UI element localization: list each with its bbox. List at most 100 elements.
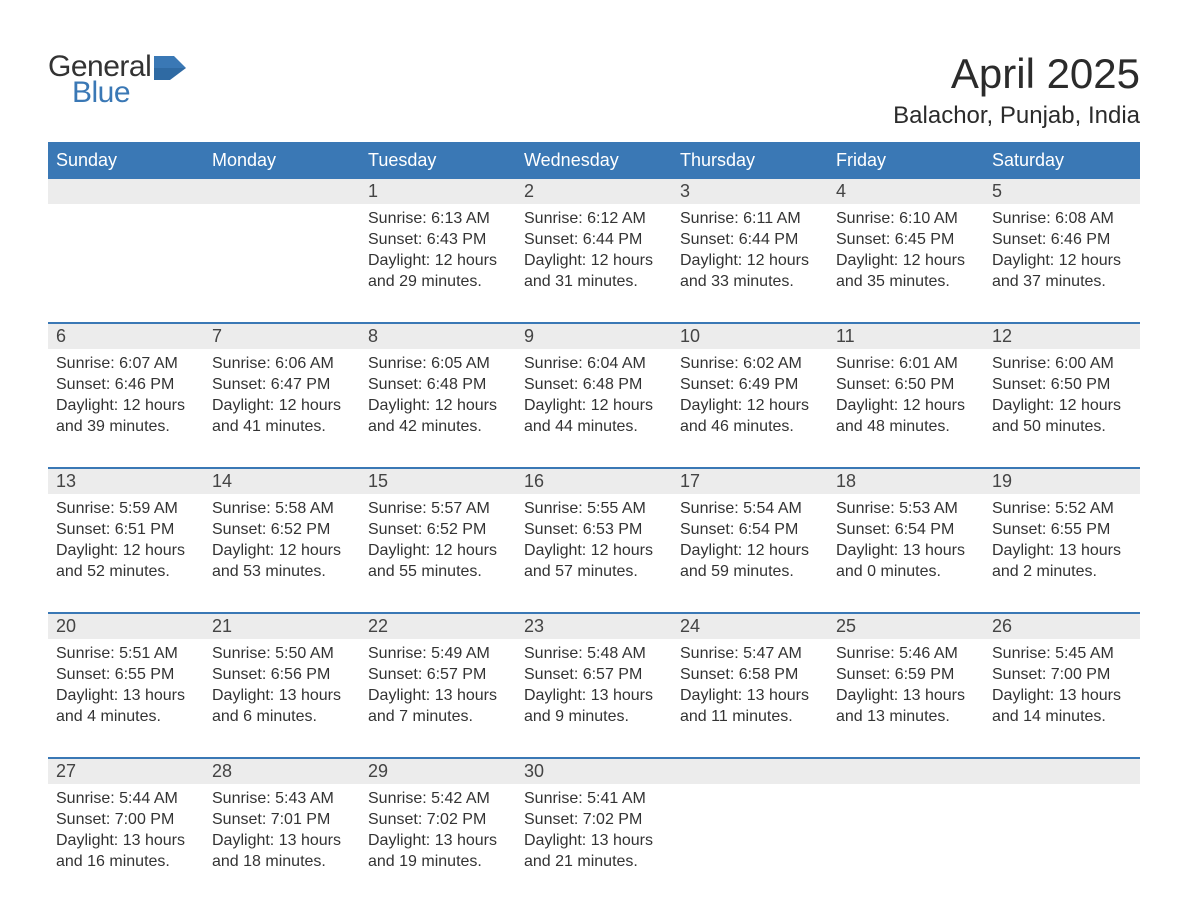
day-number xyxy=(48,179,204,204)
dow-cell: Thursday xyxy=(672,144,828,177)
calendar: SundayMondayTuesdayWednesdayThursdayFrid… xyxy=(48,142,1140,874)
day-cell: Sunrise: 6:10 AMSunset: 6:45 PMDaylight:… xyxy=(828,204,984,294)
day-cell: Sunrise: 5:45 AMSunset: 7:00 PMDaylight:… xyxy=(984,639,1140,729)
day-d2: and 29 minutes. xyxy=(368,271,508,292)
day-d1: Daylight: 12 hours xyxy=(992,250,1132,271)
day-ss: Sunset: 6:51 PM xyxy=(56,519,196,540)
day-d2: and 50 minutes. xyxy=(992,416,1132,437)
day-ss: Sunset: 6:53 PM xyxy=(524,519,664,540)
day-sr: Sunrise: 6:04 AM xyxy=(524,353,664,374)
day-number: 11 xyxy=(828,324,984,349)
day-d2: and 55 minutes. xyxy=(368,561,508,582)
day-cell: Sunrise: 5:55 AMSunset: 6:53 PMDaylight:… xyxy=(516,494,672,584)
day-ss: Sunset: 6:46 PM xyxy=(56,374,196,395)
day-number: 18 xyxy=(828,469,984,494)
day-ss: Sunset: 6:52 PM xyxy=(212,519,352,540)
day-cell: Sunrise: 5:51 AMSunset: 6:55 PMDaylight:… xyxy=(48,639,204,729)
day-d1: Daylight: 13 hours xyxy=(368,830,508,851)
day-number: 17 xyxy=(672,469,828,494)
day-d1: Daylight: 12 hours xyxy=(680,540,820,561)
day-d1: Daylight: 12 hours xyxy=(368,250,508,271)
day-ss: Sunset: 6:57 PM xyxy=(524,664,664,685)
day-sr: Sunrise: 6:08 AM xyxy=(992,208,1132,229)
month-title: April 2025 xyxy=(893,50,1140,98)
day-d1: Daylight: 13 hours xyxy=(56,830,196,851)
day-cell: Sunrise: 5:46 AMSunset: 6:59 PMDaylight:… xyxy=(828,639,984,729)
day-d1: Daylight: 12 hours xyxy=(368,540,508,561)
day-ss: Sunset: 6:52 PM xyxy=(368,519,508,540)
day-d2: and 19 minutes. xyxy=(368,851,508,872)
day-number: 5 xyxy=(984,179,1140,204)
day-cell: Sunrise: 5:47 AMSunset: 6:58 PMDaylight:… xyxy=(672,639,828,729)
day-ss: Sunset: 6:43 PM xyxy=(368,229,508,250)
day-number: 28 xyxy=(204,759,360,784)
day-cell xyxy=(48,204,204,294)
day-cell: Sunrise: 6:13 AMSunset: 6:43 PMDaylight:… xyxy=(360,204,516,294)
day-ss: Sunset: 6:54 PM xyxy=(836,519,976,540)
day-d2: and 6 minutes. xyxy=(212,706,352,727)
day-cell: Sunrise: 5:48 AMSunset: 6:57 PMDaylight:… xyxy=(516,639,672,729)
day-d1: Daylight: 12 hours xyxy=(368,395,508,416)
day-d1: Daylight: 13 hours xyxy=(212,685,352,706)
day-sr: Sunrise: 5:57 AM xyxy=(368,498,508,519)
daynum-band: 13141516171819 xyxy=(48,469,1140,494)
day-d2: and 44 minutes. xyxy=(524,416,664,437)
day-sr: Sunrise: 5:53 AM xyxy=(836,498,976,519)
day-cell xyxy=(672,784,828,874)
daynum-band: 6789101112 xyxy=(48,324,1140,349)
day-d2: and 33 minutes. xyxy=(680,271,820,292)
day-d1: Daylight: 13 hours xyxy=(368,685,508,706)
day-ss: Sunset: 6:48 PM xyxy=(524,374,664,395)
day-sr: Sunrise: 5:45 AM xyxy=(992,643,1132,664)
dow-cell: Tuesday xyxy=(360,144,516,177)
day-sr: Sunrise: 5:48 AM xyxy=(524,643,664,664)
day-sr: Sunrise: 5:44 AM xyxy=(56,788,196,809)
day-d1: Daylight: 12 hours xyxy=(524,540,664,561)
day-cell: Sunrise: 5:59 AMSunset: 6:51 PMDaylight:… xyxy=(48,494,204,584)
day-cell: Sunrise: 6:05 AMSunset: 6:48 PMDaylight:… xyxy=(360,349,516,439)
day-d2: and 41 minutes. xyxy=(212,416,352,437)
logo-flag-icon xyxy=(154,56,186,80)
day-number: 27 xyxy=(48,759,204,784)
day-cell xyxy=(204,204,360,294)
day-number: 16 xyxy=(516,469,672,494)
day-cell: Sunrise: 5:42 AMSunset: 7:02 PMDaylight:… xyxy=(360,784,516,874)
week-row: 12345Sunrise: 6:13 AMSunset: 6:43 PMDayl… xyxy=(48,177,1140,294)
day-ss: Sunset: 7:00 PM xyxy=(56,809,196,830)
day-cell xyxy=(984,784,1140,874)
day-ss: Sunset: 6:50 PM xyxy=(836,374,976,395)
day-number: 4 xyxy=(828,179,984,204)
day-ss: Sunset: 6:57 PM xyxy=(368,664,508,685)
day-d1: Daylight: 12 hours xyxy=(680,250,820,271)
day-d2: and 2 minutes. xyxy=(992,561,1132,582)
weeks-container: 12345Sunrise: 6:13 AMSunset: 6:43 PMDayl… xyxy=(48,177,1140,874)
day-d2: and 53 minutes. xyxy=(212,561,352,582)
day-sr: Sunrise: 5:52 AM xyxy=(992,498,1132,519)
day-d2: and 35 minutes. xyxy=(836,271,976,292)
day-sr: Sunrise: 5:43 AM xyxy=(212,788,352,809)
day-sr: Sunrise: 5:54 AM xyxy=(680,498,820,519)
day-d1: Daylight: 13 hours xyxy=(524,830,664,851)
day-cell: Sunrise: 6:01 AMSunset: 6:50 PMDaylight:… xyxy=(828,349,984,439)
day-cell: Sunrise: 6:06 AMSunset: 6:47 PMDaylight:… xyxy=(204,349,360,439)
day-d1: Daylight: 13 hours xyxy=(524,685,664,706)
day-ss: Sunset: 6:58 PM xyxy=(680,664,820,685)
day-sr: Sunrise: 5:55 AM xyxy=(524,498,664,519)
day-d1: Daylight: 12 hours xyxy=(524,395,664,416)
daynum-band: 12345 xyxy=(48,179,1140,204)
page-header: General Blue April 2025 Balachor, Punjab… xyxy=(48,50,1140,130)
day-sr: Sunrise: 6:10 AM xyxy=(836,208,976,229)
day-d2: and 4 minutes. xyxy=(56,706,196,727)
dow-cell: Saturday xyxy=(984,144,1140,177)
day-ss: Sunset: 6:48 PM xyxy=(368,374,508,395)
day-ss: Sunset: 6:45 PM xyxy=(836,229,976,250)
day-d1: Daylight: 12 hours xyxy=(836,395,976,416)
day-d2: and 7 minutes. xyxy=(368,706,508,727)
day-ss: Sunset: 6:55 PM xyxy=(56,664,196,685)
day-ss: Sunset: 7:01 PM xyxy=(212,809,352,830)
day-d2: and 57 minutes. xyxy=(524,561,664,582)
day-cell: Sunrise: 6:08 AMSunset: 6:46 PMDaylight:… xyxy=(984,204,1140,294)
day-d2: and 11 minutes. xyxy=(680,706,820,727)
day-cell: Sunrise: 5:50 AMSunset: 6:56 PMDaylight:… xyxy=(204,639,360,729)
day-cell: Sunrise: 5:57 AMSunset: 6:52 PMDaylight:… xyxy=(360,494,516,584)
